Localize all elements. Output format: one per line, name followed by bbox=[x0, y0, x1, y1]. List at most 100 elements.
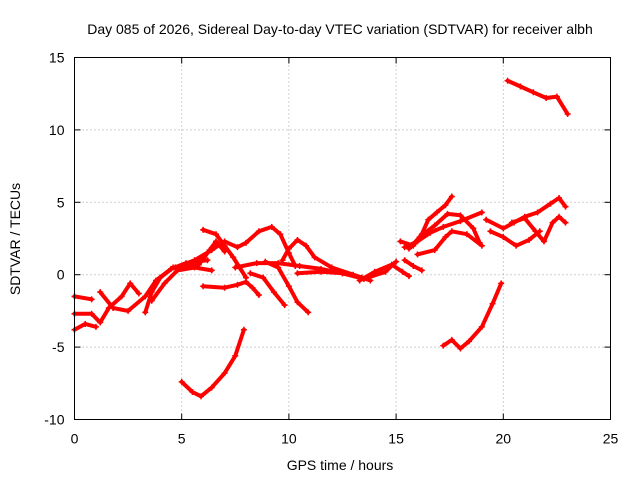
data-point bbox=[294, 299, 301, 306]
data-point bbox=[397, 238, 404, 245]
data-point bbox=[88, 296, 95, 303]
data-point bbox=[418, 267, 425, 274]
data-point bbox=[243, 239, 250, 246]
data-point bbox=[279, 257, 286, 264]
data-point bbox=[135, 290, 142, 297]
data-point bbox=[508, 219, 515, 226]
data-point bbox=[294, 236, 301, 243]
x-axis-ticks: 0 5 10 15 20 25 bbox=[71, 57, 619, 447]
x-tick-label: 10 bbox=[281, 431, 297, 447]
data-point bbox=[431, 222, 438, 229]
data-point bbox=[221, 242, 228, 249]
data-point bbox=[281, 302, 288, 309]
data-point bbox=[318, 268, 325, 275]
data-point bbox=[367, 277, 374, 284]
data-point bbox=[157, 274, 164, 281]
data-point bbox=[200, 283, 207, 290]
data-point bbox=[221, 370, 228, 377]
data-point bbox=[463, 231, 470, 238]
data-point bbox=[532, 228, 539, 235]
data-point bbox=[247, 270, 254, 277]
series-track-16 bbox=[295, 269, 364, 280]
x-tick-label: 25 bbox=[603, 431, 619, 447]
chart-title: Day 085 of 2026, Sidereal Day-to-day VTE… bbox=[87, 21, 593, 37]
data-point bbox=[553, 93, 560, 100]
data-point bbox=[425, 216, 432, 223]
data-point bbox=[465, 338, 472, 345]
data-point bbox=[260, 274, 267, 281]
series-track-5 bbox=[143, 265, 176, 315]
data-point bbox=[448, 193, 455, 200]
y-tick-label: -10 bbox=[44, 412, 64, 428]
data-point bbox=[562, 203, 569, 210]
data-point bbox=[189, 388, 196, 395]
y-tick-label: 5 bbox=[57, 194, 65, 210]
data-point bbox=[195, 261, 202, 268]
data-point bbox=[204, 257, 211, 264]
series-track-27 bbox=[505, 78, 570, 116]
data-point bbox=[270, 289, 277, 296]
y-axis-ticks: -10 -5 0 5 10 15 bbox=[44, 50, 611, 428]
data-point bbox=[178, 378, 185, 385]
data-point bbox=[487, 228, 494, 235]
data-point bbox=[232, 352, 239, 359]
data-point bbox=[127, 280, 134, 287]
data-point bbox=[285, 283, 292, 290]
data-point bbox=[142, 293, 149, 300]
data-point bbox=[82, 320, 89, 327]
data-point bbox=[253, 260, 260, 267]
data-point bbox=[268, 223, 275, 230]
data-point bbox=[500, 225, 507, 232]
data-point bbox=[549, 219, 556, 226]
series-track-13 bbox=[248, 271, 287, 308]
data-point bbox=[414, 251, 421, 258]
data-point bbox=[221, 284, 228, 291]
y-tick-label: -5 bbox=[52, 339, 65, 355]
data-point bbox=[521, 215, 528, 222]
x-tick-label: 5 bbox=[178, 431, 186, 447]
data-point bbox=[296, 263, 303, 270]
data-point bbox=[125, 307, 132, 314]
data-point bbox=[440, 223, 447, 230]
data-point bbox=[442, 202, 449, 209]
series-track-11 bbox=[201, 279, 261, 297]
data-point bbox=[500, 234, 507, 241]
data-point bbox=[178, 264, 185, 271]
data-point bbox=[556, 213, 563, 220]
data-point bbox=[444, 210, 451, 217]
data-point bbox=[275, 264, 282, 271]
data-point bbox=[547, 200, 554, 207]
data-point bbox=[97, 319, 104, 326]
data-point bbox=[448, 228, 455, 235]
data-point bbox=[457, 345, 464, 352]
data-point bbox=[382, 268, 389, 275]
data-point bbox=[399, 268, 406, 275]
data-point bbox=[161, 280, 168, 287]
data-point bbox=[232, 264, 239, 271]
data-point bbox=[534, 209, 541, 216]
data-point bbox=[416, 234, 423, 241]
data-point bbox=[356, 277, 363, 284]
data-point bbox=[526, 236, 533, 243]
data-point bbox=[517, 83, 524, 90]
data-point bbox=[118, 293, 125, 300]
data-point bbox=[339, 270, 346, 277]
data-point bbox=[200, 226, 207, 233]
x-tick-label: 15 bbox=[388, 431, 404, 447]
data-point bbox=[255, 228, 262, 235]
data-point bbox=[172, 264, 179, 271]
data-point bbox=[478, 323, 485, 330]
data-point bbox=[433, 209, 440, 216]
x-tick-label: 20 bbox=[496, 431, 512, 447]
data-point bbox=[191, 257, 198, 264]
data-point bbox=[556, 194, 563, 201]
data-point bbox=[393, 258, 400, 265]
data-point bbox=[483, 216, 490, 223]
data-point bbox=[457, 212, 464, 219]
data-point bbox=[142, 309, 149, 316]
data-point bbox=[410, 263, 417, 270]
data-point bbox=[478, 242, 485, 249]
data-point bbox=[213, 231, 220, 238]
